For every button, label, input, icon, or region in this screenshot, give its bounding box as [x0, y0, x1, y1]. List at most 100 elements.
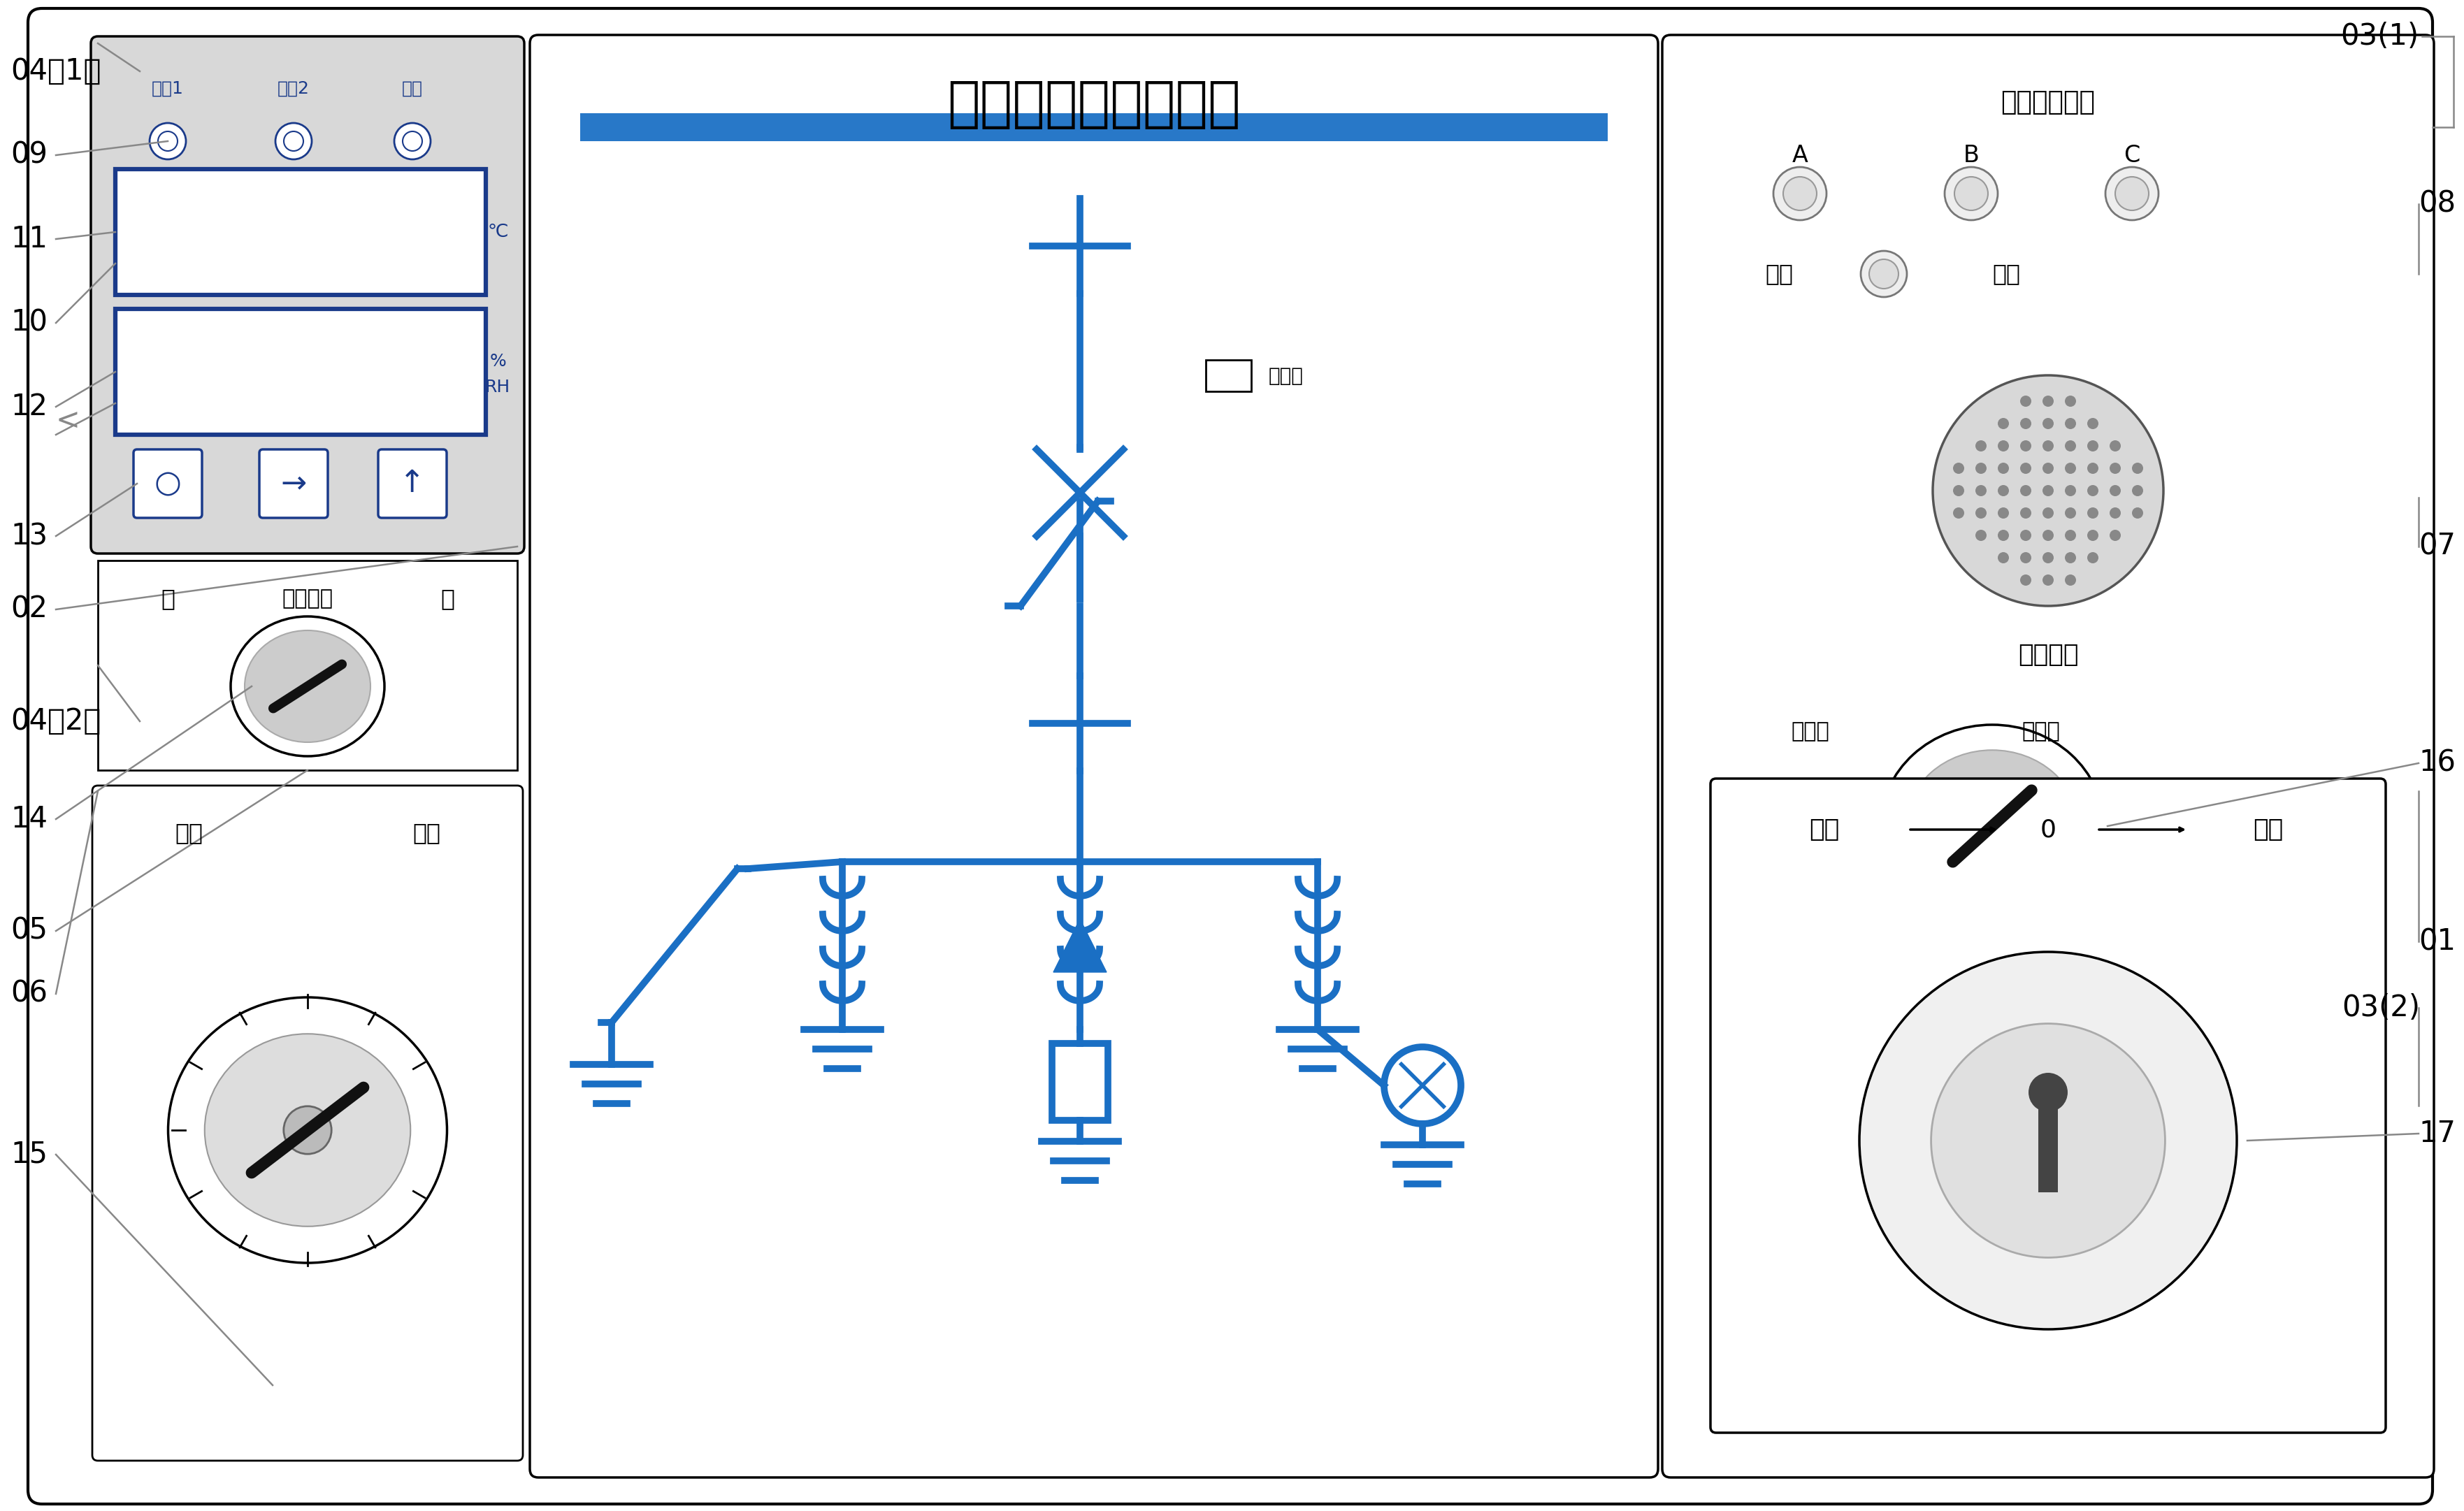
Circle shape — [1932, 375, 2163, 606]
Ellipse shape — [168, 997, 446, 1263]
Circle shape — [1998, 419, 2008, 429]
Text: 0: 0 — [2040, 817, 2055, 842]
Circle shape — [1774, 168, 1826, 221]
Circle shape — [2020, 552, 2030, 564]
Text: 未储能: 未储能 — [1791, 722, 1831, 742]
Text: 03(1): 03(1) — [2341, 21, 2420, 51]
Ellipse shape — [205, 1034, 411, 1227]
Circle shape — [2065, 462, 2077, 474]
Text: 加热1: 加热1 — [153, 80, 185, 97]
Circle shape — [1976, 508, 1986, 518]
Text: 合闸: 合闸 — [2252, 817, 2284, 842]
Circle shape — [2020, 574, 2030, 586]
Circle shape — [2065, 419, 2077, 429]
Circle shape — [2109, 462, 2122, 474]
Circle shape — [1954, 177, 1988, 210]
Circle shape — [2065, 508, 2077, 518]
Circle shape — [1870, 260, 1897, 289]
Circle shape — [1998, 440, 2008, 452]
Text: A: A — [1791, 144, 1809, 166]
Text: 17: 17 — [2420, 1120, 2457, 1148]
FancyBboxPatch shape — [1710, 778, 2385, 1432]
Text: 15: 15 — [10, 1139, 47, 1170]
Circle shape — [2131, 462, 2144, 474]
Text: RH: RH — [485, 379, 510, 396]
Bar — [99, 561, 517, 771]
Circle shape — [2065, 485, 2077, 496]
Bar — [2038, 1088, 2057, 1192]
Circle shape — [2020, 440, 2030, 452]
Bar — [1052, 1044, 1109, 1120]
Ellipse shape — [232, 616, 384, 756]
Circle shape — [1976, 462, 1986, 474]
Circle shape — [2104, 168, 2158, 221]
Text: 加热2: 加热2 — [278, 80, 310, 97]
Text: 已储能: 已储能 — [2023, 722, 2060, 742]
Circle shape — [2043, 440, 2053, 452]
FancyBboxPatch shape — [530, 35, 1658, 1478]
FancyBboxPatch shape — [91, 786, 522, 1461]
Bar — [579, 113, 1607, 141]
Circle shape — [1954, 485, 1964, 496]
Circle shape — [394, 122, 431, 159]
Bar — [116, 169, 485, 295]
Circle shape — [1385, 1047, 1461, 1124]
Text: 04（2）: 04（2） — [10, 707, 101, 736]
FancyBboxPatch shape — [133, 449, 202, 518]
Text: 柜内照明: 柜内照明 — [281, 589, 333, 609]
Text: 16: 16 — [2420, 748, 2457, 778]
Circle shape — [1860, 952, 2237, 1330]
Ellipse shape — [1907, 749, 2077, 902]
Text: 12: 12 — [10, 391, 47, 422]
Circle shape — [150, 122, 185, 159]
Circle shape — [2087, 485, 2099, 496]
Text: 13: 13 — [10, 521, 47, 550]
Circle shape — [2109, 530, 2122, 541]
Circle shape — [2043, 530, 2053, 541]
Circle shape — [2043, 574, 2053, 586]
Bar — [116, 308, 485, 435]
FancyBboxPatch shape — [91, 36, 525, 553]
Circle shape — [2043, 396, 2053, 406]
Circle shape — [1998, 462, 2008, 474]
Text: 14: 14 — [10, 804, 47, 834]
Text: B: B — [1964, 144, 1979, 166]
Circle shape — [1954, 508, 1964, 518]
Text: 就地: 就地 — [175, 822, 202, 845]
Circle shape — [2043, 419, 2053, 429]
Text: 08: 08 — [2420, 189, 2457, 219]
Circle shape — [2065, 440, 2077, 452]
Text: 04（1）: 04（1） — [10, 56, 101, 86]
Text: 闭锁: 闭锁 — [1764, 263, 1794, 286]
Circle shape — [2131, 508, 2144, 518]
Circle shape — [283, 1106, 333, 1154]
Text: 过热: 过热 — [402, 80, 424, 97]
Circle shape — [1998, 508, 2008, 518]
Circle shape — [1944, 168, 1998, 221]
Text: ↑: ↑ — [399, 468, 426, 499]
Bar — [1205, 360, 1252, 391]
Circle shape — [1784, 177, 1816, 210]
Circle shape — [2109, 508, 2122, 518]
Circle shape — [1976, 530, 1986, 541]
Text: 分闸: 分闸 — [1809, 817, 1841, 842]
Circle shape — [402, 131, 421, 151]
Circle shape — [283, 131, 303, 151]
Circle shape — [2087, 530, 2099, 541]
Text: 03(2): 03(2) — [2341, 993, 2420, 1023]
Circle shape — [276, 122, 313, 159]
Circle shape — [2131, 485, 2144, 496]
Circle shape — [2043, 552, 2053, 564]
Circle shape — [2087, 508, 2099, 518]
Text: 09: 09 — [10, 141, 47, 169]
Circle shape — [2020, 419, 2030, 429]
Circle shape — [1998, 552, 2008, 564]
Circle shape — [1976, 440, 1986, 452]
Text: 11: 11 — [10, 224, 47, 254]
Circle shape — [2065, 396, 2077, 406]
Text: %: % — [490, 354, 505, 370]
Circle shape — [1998, 530, 2008, 541]
FancyBboxPatch shape — [27, 9, 2432, 1503]
Circle shape — [2020, 396, 2030, 406]
Text: 10: 10 — [10, 308, 47, 337]
